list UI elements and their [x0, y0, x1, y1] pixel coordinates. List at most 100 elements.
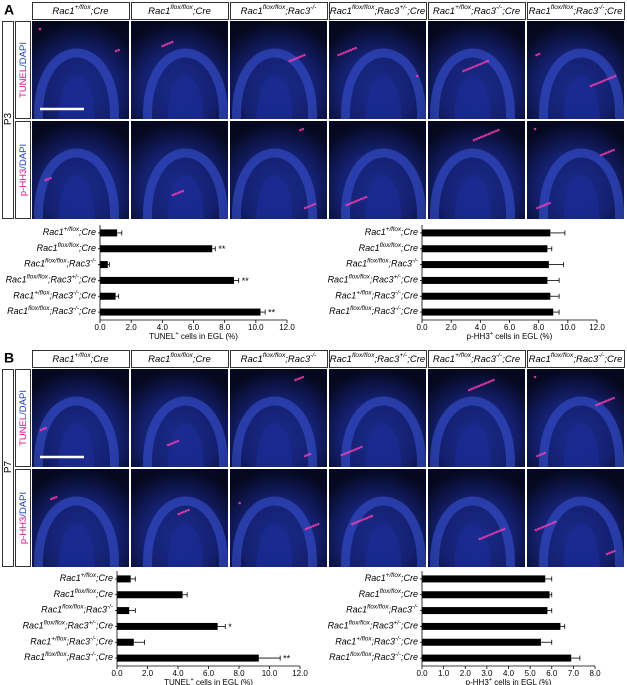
error-bar — [182, 592, 188, 598]
x-tick-label: 10.0 — [248, 323, 264, 332]
category-label: Rac1flox/flox;Cre — [37, 242, 96, 253]
tissue-core — [167, 423, 204, 467]
stain-dot — [600, 153, 603, 157]
x-tick-label: 6.0 — [188, 323, 200, 332]
stain-dot — [492, 130, 495, 134]
stain-dot — [482, 134, 486, 138]
tissue-fold — [33, 48, 120, 120]
bar — [422, 654, 572, 662]
stain-dot — [351, 47, 355, 51]
error-bar — [560, 623, 566, 629]
bar — [100, 261, 108, 269]
error-bar — [547, 608, 553, 614]
tissue-fold — [142, 396, 229, 468]
x-tick-label: 2.0 — [460, 669, 472, 678]
column-header: Rac1flox/flox;Rac3-/-;Cre — [529, 4, 623, 16]
category-label: Rac1flox/flox;Rac3-/- — [41, 604, 113, 615]
stain-dot — [484, 381, 488, 385]
stain-dot — [613, 74, 617, 78]
stain-dot — [365, 516, 369, 520]
tissue-fold — [340, 148, 427, 220]
x-tick-label: 0.0 — [416, 323, 428, 332]
stain-dot — [174, 440, 177, 444]
stain-dot — [607, 150, 611, 154]
bar — [117, 575, 131, 583]
stain-dot — [604, 399, 608, 403]
column-header: Rac1flox/flox;Cre — [148, 352, 211, 364]
stain-dot — [539, 526, 542, 530]
stain-dot — [480, 135, 483, 139]
stain-dot — [176, 439, 180, 443]
stain-dot — [163, 43, 167, 47]
category-label: Rac1flox/flox;Cre — [54, 588, 113, 599]
error-bar — [258, 655, 281, 661]
tissue-fold — [33, 396, 120, 468]
significance-label: ** — [283, 653, 291, 663]
x-tick-label: 4.0 — [157, 323, 169, 332]
stain-dot — [364, 195, 368, 199]
tissue-fold — [538, 148, 625, 220]
column-header-box — [32, 2, 130, 20]
stain-dot — [309, 525, 313, 529]
stain-dot — [471, 65, 475, 69]
stain-dot — [609, 397, 613, 401]
stain-dot — [481, 61, 485, 65]
stain-dot — [474, 64, 477, 68]
stain-dot — [298, 55, 301, 59]
category-label: Rac1flox/flox;Rac3-/-;Cre — [329, 305, 418, 316]
age-box — [2, 21, 14, 219]
category-label: Rac1+/flox;Rac3-/-;Cre — [30, 635, 113, 646]
significance-label: * — [228, 622, 232, 632]
stain-dot — [596, 81, 600, 85]
stain-dot — [609, 76, 612, 80]
stain-dot — [166, 443, 170, 447]
stain-dot — [551, 521, 555, 525]
stain-dot — [184, 509, 188, 513]
column-header: Rac1flox/flox;Cre — [148, 4, 211, 16]
stain-dot — [485, 534, 489, 538]
stain-dot — [313, 202, 317, 206]
stain-dot — [475, 385, 478, 389]
x-tick-label: 6.0 — [504, 323, 516, 332]
x-axis-label: p-HH3+ cells in EGL (%) — [466, 677, 552, 685]
tissue-core — [58, 175, 95, 219]
tissue-fold — [429, 496, 516, 568]
stain-dot — [296, 377, 300, 381]
x-tick-label: 5.0 — [525, 669, 537, 678]
bar — [117, 654, 259, 662]
bar — [422, 229, 551, 237]
tissue-core — [256, 175, 293, 219]
error-bar — [107, 262, 110, 268]
x-tick-label: 2.0 — [126, 323, 138, 332]
stain-dot — [49, 176, 52, 180]
error-bar — [547, 246, 553, 252]
stain-dot — [50, 497, 53, 501]
stain-dot — [311, 203, 314, 207]
stain-dot — [304, 527, 308, 531]
category-label: Rac1+/flox;Cre — [60, 572, 113, 583]
stain-dot — [345, 451, 349, 455]
stain-dot — [594, 82, 598, 86]
stain-dot — [535, 53, 538, 57]
bar — [117, 607, 130, 615]
bar — [100, 245, 213, 253]
stain-dot — [489, 379, 493, 383]
stain-dot — [357, 446, 361, 450]
stain-dot — [497, 529, 501, 533]
row-label-box — [15, 121, 31, 219]
stain-dot — [612, 148, 615, 152]
column-header-box — [131, 350, 229, 368]
stain-dot — [344, 50, 348, 54]
stain-dot — [187, 508, 190, 512]
stain-dot — [355, 199, 358, 203]
stain-dot — [490, 532, 494, 536]
error-bar — [571, 655, 581, 661]
stain-dot — [352, 200, 356, 204]
column-header: Rac1flox/flox;Rac3+/-;Cre — [330, 352, 425, 364]
tissue-core — [454, 523, 491, 567]
error-bar — [212, 246, 216, 252]
stain-dot — [303, 53, 306, 57]
row-label: TUNEL/DAPI — [18, 390, 29, 446]
tissue-core — [454, 175, 491, 219]
